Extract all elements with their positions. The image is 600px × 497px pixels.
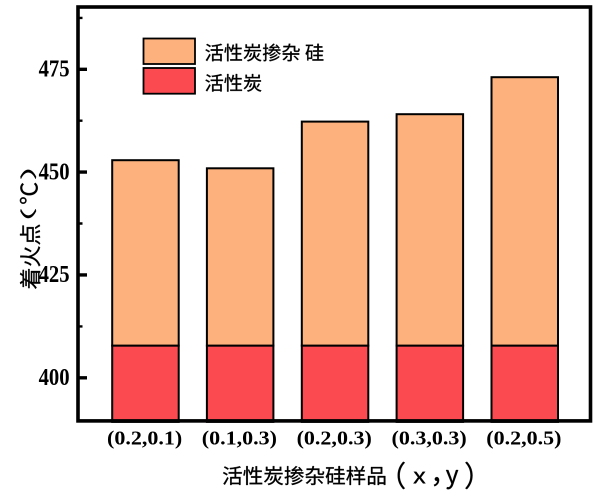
svg-text:(0.1,0.3): (0.1,0.3) [202, 427, 277, 449]
svg-text:(0.2,0.3): (0.2,0.3) [297, 427, 372, 449]
svg-text:425: 425 [39, 262, 70, 288]
svg-text:(0.3,0.3): (0.3,0.3) [392, 427, 467, 449]
svg-text:(0.2,0.5): (0.2,0.5) [486, 427, 561, 449]
svg-text:475: 475 [39, 57, 70, 83]
svg-text:450: 450 [39, 159, 70, 185]
svg-text:(0.2,0.1): (0.2,0.1) [107, 427, 182, 449]
svg-text:400: 400 [39, 365, 70, 391]
